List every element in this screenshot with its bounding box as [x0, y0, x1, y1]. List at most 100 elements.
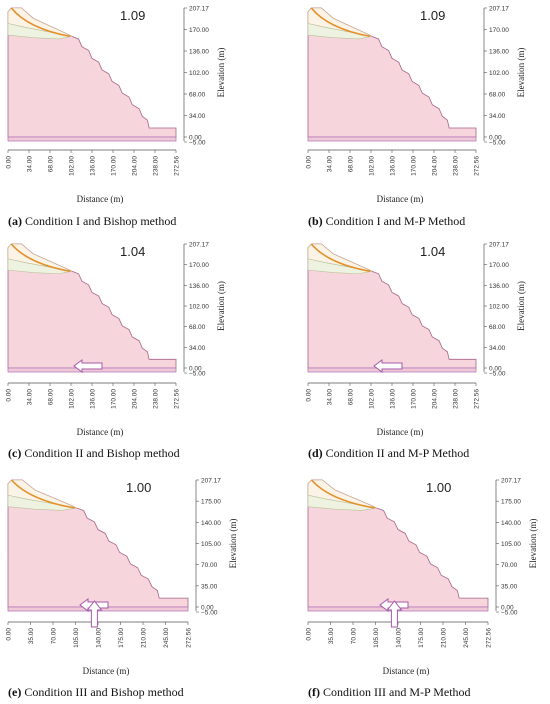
y-tick-label: 68.00: [189, 324, 206, 331]
y-axis-label: Elevation (m): [228, 519, 238, 569]
panel-caption-text: Condition III and Bishop method: [21, 685, 184, 699]
y-tick-label: 207.17: [489, 242, 509, 249]
x-tick-label: 238.00: [152, 156, 159, 176]
x-tick-label: 0.00: [5, 628, 12, 641]
x-tick-label: 105.00: [373, 628, 380, 648]
factor-of-safety-label: 1.04: [420, 244, 446, 259]
x-tick-label: 238.00: [152, 389, 159, 409]
panel-caption: (e) Condition III and Bishop method: [8, 685, 184, 700]
y-tick-label: 70.00: [501, 562, 518, 569]
x-tick-label: 0.00: [305, 389, 312, 402]
panel-caption-text: Condition II and Bishop method: [21, 446, 180, 460]
critical-slip-surface: [10, 243, 71, 273]
panel-caption-text: Condition II and M-P Method: [322, 446, 470, 460]
panel-caption: (f) Condition III and M-P Method: [308, 685, 471, 700]
x-tick-label: 238.00: [452, 156, 459, 176]
x-axis-label: Distance (m): [77, 194, 124, 204]
x-tick-label: 175.00: [118, 628, 125, 648]
factor-of-safety-label: 1.09: [120, 8, 146, 23]
x-tick-label: 140.00: [395, 628, 402, 648]
x-axis-label: Distance (m): [377, 194, 424, 204]
y-tick-label: −5.00: [489, 140, 506, 147]
middle-soil-layer: [307, 23, 372, 40]
y-tick-label: 170.00: [489, 262, 509, 269]
panel-caption: (d) Condition II and M-P Method: [308, 446, 469, 461]
y-tick-label: 207.17: [189, 242, 209, 249]
x-tick-label: 34.00: [26, 156, 33, 173]
y-axis-label: Elevation (m): [216, 48, 226, 98]
y-tick-label: 35.00: [201, 583, 218, 590]
x-tick-label: 272.56: [173, 389, 180, 409]
x-tick-label: 272.56: [185, 628, 192, 648]
x-tick-label: 136.00: [89, 156, 96, 176]
middle-soil-layer: [7, 258, 72, 275]
panel-letter: (c): [8, 446, 22, 460]
middle-soil-layer: [307, 258, 372, 275]
x-axis-label: Distance (m): [83, 666, 130, 676]
x-tick-label: 0.00: [5, 389, 12, 402]
y-tick-label: 136.00: [489, 283, 509, 290]
y-tick-label: 34.00: [189, 113, 206, 120]
y-tick-label: 170.00: [189, 262, 209, 269]
critical-slip-surface: [310, 243, 371, 273]
x-tick-label: 272.56: [473, 389, 480, 409]
y-tick-label: 102.00: [189, 304, 209, 311]
x-tick-label: 136.00: [89, 389, 96, 409]
y-tick-label: 207.17: [489, 6, 509, 13]
y-axis-label: Elevation (m): [516, 281, 526, 331]
x-tick-label: 204.00: [431, 156, 438, 176]
x-tick-label: 105.00: [73, 628, 80, 648]
y-tick-label: 0.00: [201, 605, 214, 612]
x-tick-label: 272.56: [485, 628, 492, 648]
x-tick-label: 136.00: [389, 156, 396, 176]
x-tick-label: 210.00: [440, 628, 447, 648]
panel-caption-text: Condition I and Bishop method: [22, 214, 177, 228]
vertical-seismic-arrow: [86, 600, 103, 628]
x-tick-label: 68.00: [347, 389, 354, 406]
middle-soil-layer: [7, 494, 77, 511]
y-tick-label: 170.00: [189, 27, 209, 34]
y-tick-label: 105.00: [501, 541, 521, 548]
x-tick-label: 136.00: [389, 389, 396, 409]
x-tick-label: 245.00: [163, 628, 170, 648]
y-tick-label: 136.00: [489, 49, 509, 56]
panel-letter: (b): [308, 214, 323, 228]
x-tick-label: 170.00: [410, 389, 417, 409]
x-tick-label: 102.00: [368, 156, 375, 176]
x-axis-label: Distance (m): [77, 427, 124, 437]
y-tick-label: 207.17: [501, 478, 521, 485]
y-tick-label: 0.00: [501, 605, 514, 612]
panel-caption: (b) Condition I and M-P Method: [308, 214, 465, 229]
middle-soil-layer: [307, 494, 377, 511]
y-tick-label: 175.00: [501, 499, 521, 506]
x-tick-label: 210.00: [140, 628, 147, 648]
x-tick-label: 102.00: [68, 389, 75, 409]
y-tick-label: 68.00: [489, 324, 506, 331]
base-band: [307, 136, 477, 142]
y-tick-label: 102.00: [189, 70, 209, 77]
x-tick-label: 245.00: [463, 628, 470, 648]
base-band: [7, 136, 177, 142]
x-tick-label: 204.00: [131, 156, 138, 176]
y-axis-label: Elevation (m): [516, 48, 526, 98]
y-tick-label: −5.00: [189, 140, 206, 147]
x-tick-label: 140.00: [95, 628, 102, 648]
x-tick-label: 238.00: [452, 389, 459, 409]
panel-caption: (a) Condition I and Bishop method: [8, 214, 176, 229]
x-tick-label: 102.00: [68, 156, 75, 176]
x-tick-label: 35.00: [28, 628, 35, 645]
x-tick-label: 272.56: [473, 156, 480, 176]
y-tick-label: 0.00: [189, 135, 202, 142]
y-tick-label: 140.00: [501, 520, 521, 527]
y-tick-label: 68.00: [489, 92, 506, 99]
x-tick-label: 170.00: [410, 156, 417, 176]
panel-letter: (a): [8, 214, 22, 228]
x-axis-label: Distance (m): [383, 666, 430, 676]
y-tick-label: 140.00: [201, 520, 221, 527]
horizontal-seismic-arrow: [73, 359, 103, 373]
y-axis-label: Elevation (m): [216, 281, 226, 331]
panel-caption: (c) Condition II and Bishop method: [8, 446, 180, 461]
